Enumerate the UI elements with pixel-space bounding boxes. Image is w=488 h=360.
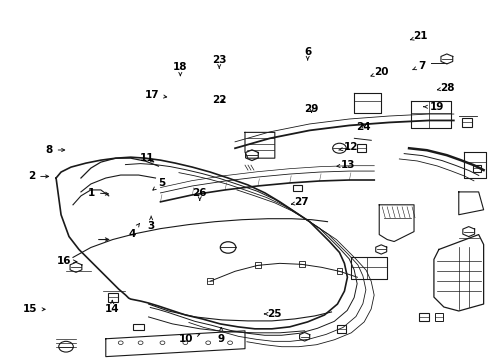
Text: 16: 16 xyxy=(56,256,77,266)
Bar xyxy=(298,261,304,267)
Text: 10: 10 xyxy=(179,334,200,344)
Bar xyxy=(108,293,118,302)
Bar xyxy=(254,262,260,268)
Text: 12: 12 xyxy=(338,142,358,152)
Bar xyxy=(207,278,213,284)
Text: 15: 15 xyxy=(23,304,45,314)
Text: 25: 25 xyxy=(264,309,281,319)
Text: 17: 17 xyxy=(144,90,166,100)
Text: 14: 14 xyxy=(105,301,119,314)
Text: 29: 29 xyxy=(304,104,318,114)
Text: 19: 19 xyxy=(423,102,443,112)
Bar xyxy=(293,185,302,191)
Bar xyxy=(418,312,428,321)
Text: 8: 8 xyxy=(45,145,64,155)
Bar xyxy=(336,269,342,274)
Text: 9: 9 xyxy=(217,328,224,344)
Text: 20: 20 xyxy=(370,67,388,77)
Bar xyxy=(472,165,480,172)
Text: 7: 7 xyxy=(412,61,425,71)
Text: 13: 13 xyxy=(336,160,354,170)
Text: 18: 18 xyxy=(173,63,187,76)
Text: 3: 3 xyxy=(147,216,155,231)
Text: 5: 5 xyxy=(153,178,165,190)
Bar xyxy=(434,313,442,320)
Text: 23: 23 xyxy=(211,55,226,68)
Bar xyxy=(336,325,345,333)
Text: 11: 11 xyxy=(140,153,154,163)
Text: 21: 21 xyxy=(409,31,427,41)
Text: 24: 24 xyxy=(356,122,370,132)
Text: 4: 4 xyxy=(128,224,139,239)
Text: 1: 1 xyxy=(87,188,108,198)
Bar xyxy=(461,118,470,127)
Text: 27: 27 xyxy=(291,197,308,207)
Text: 2: 2 xyxy=(28,171,48,181)
Bar xyxy=(133,324,143,329)
Text: 6: 6 xyxy=(304,47,311,60)
Text: 28: 28 xyxy=(436,83,454,93)
Text: 22: 22 xyxy=(211,95,226,105)
Text: 26: 26 xyxy=(192,188,206,200)
Bar xyxy=(356,144,365,152)
